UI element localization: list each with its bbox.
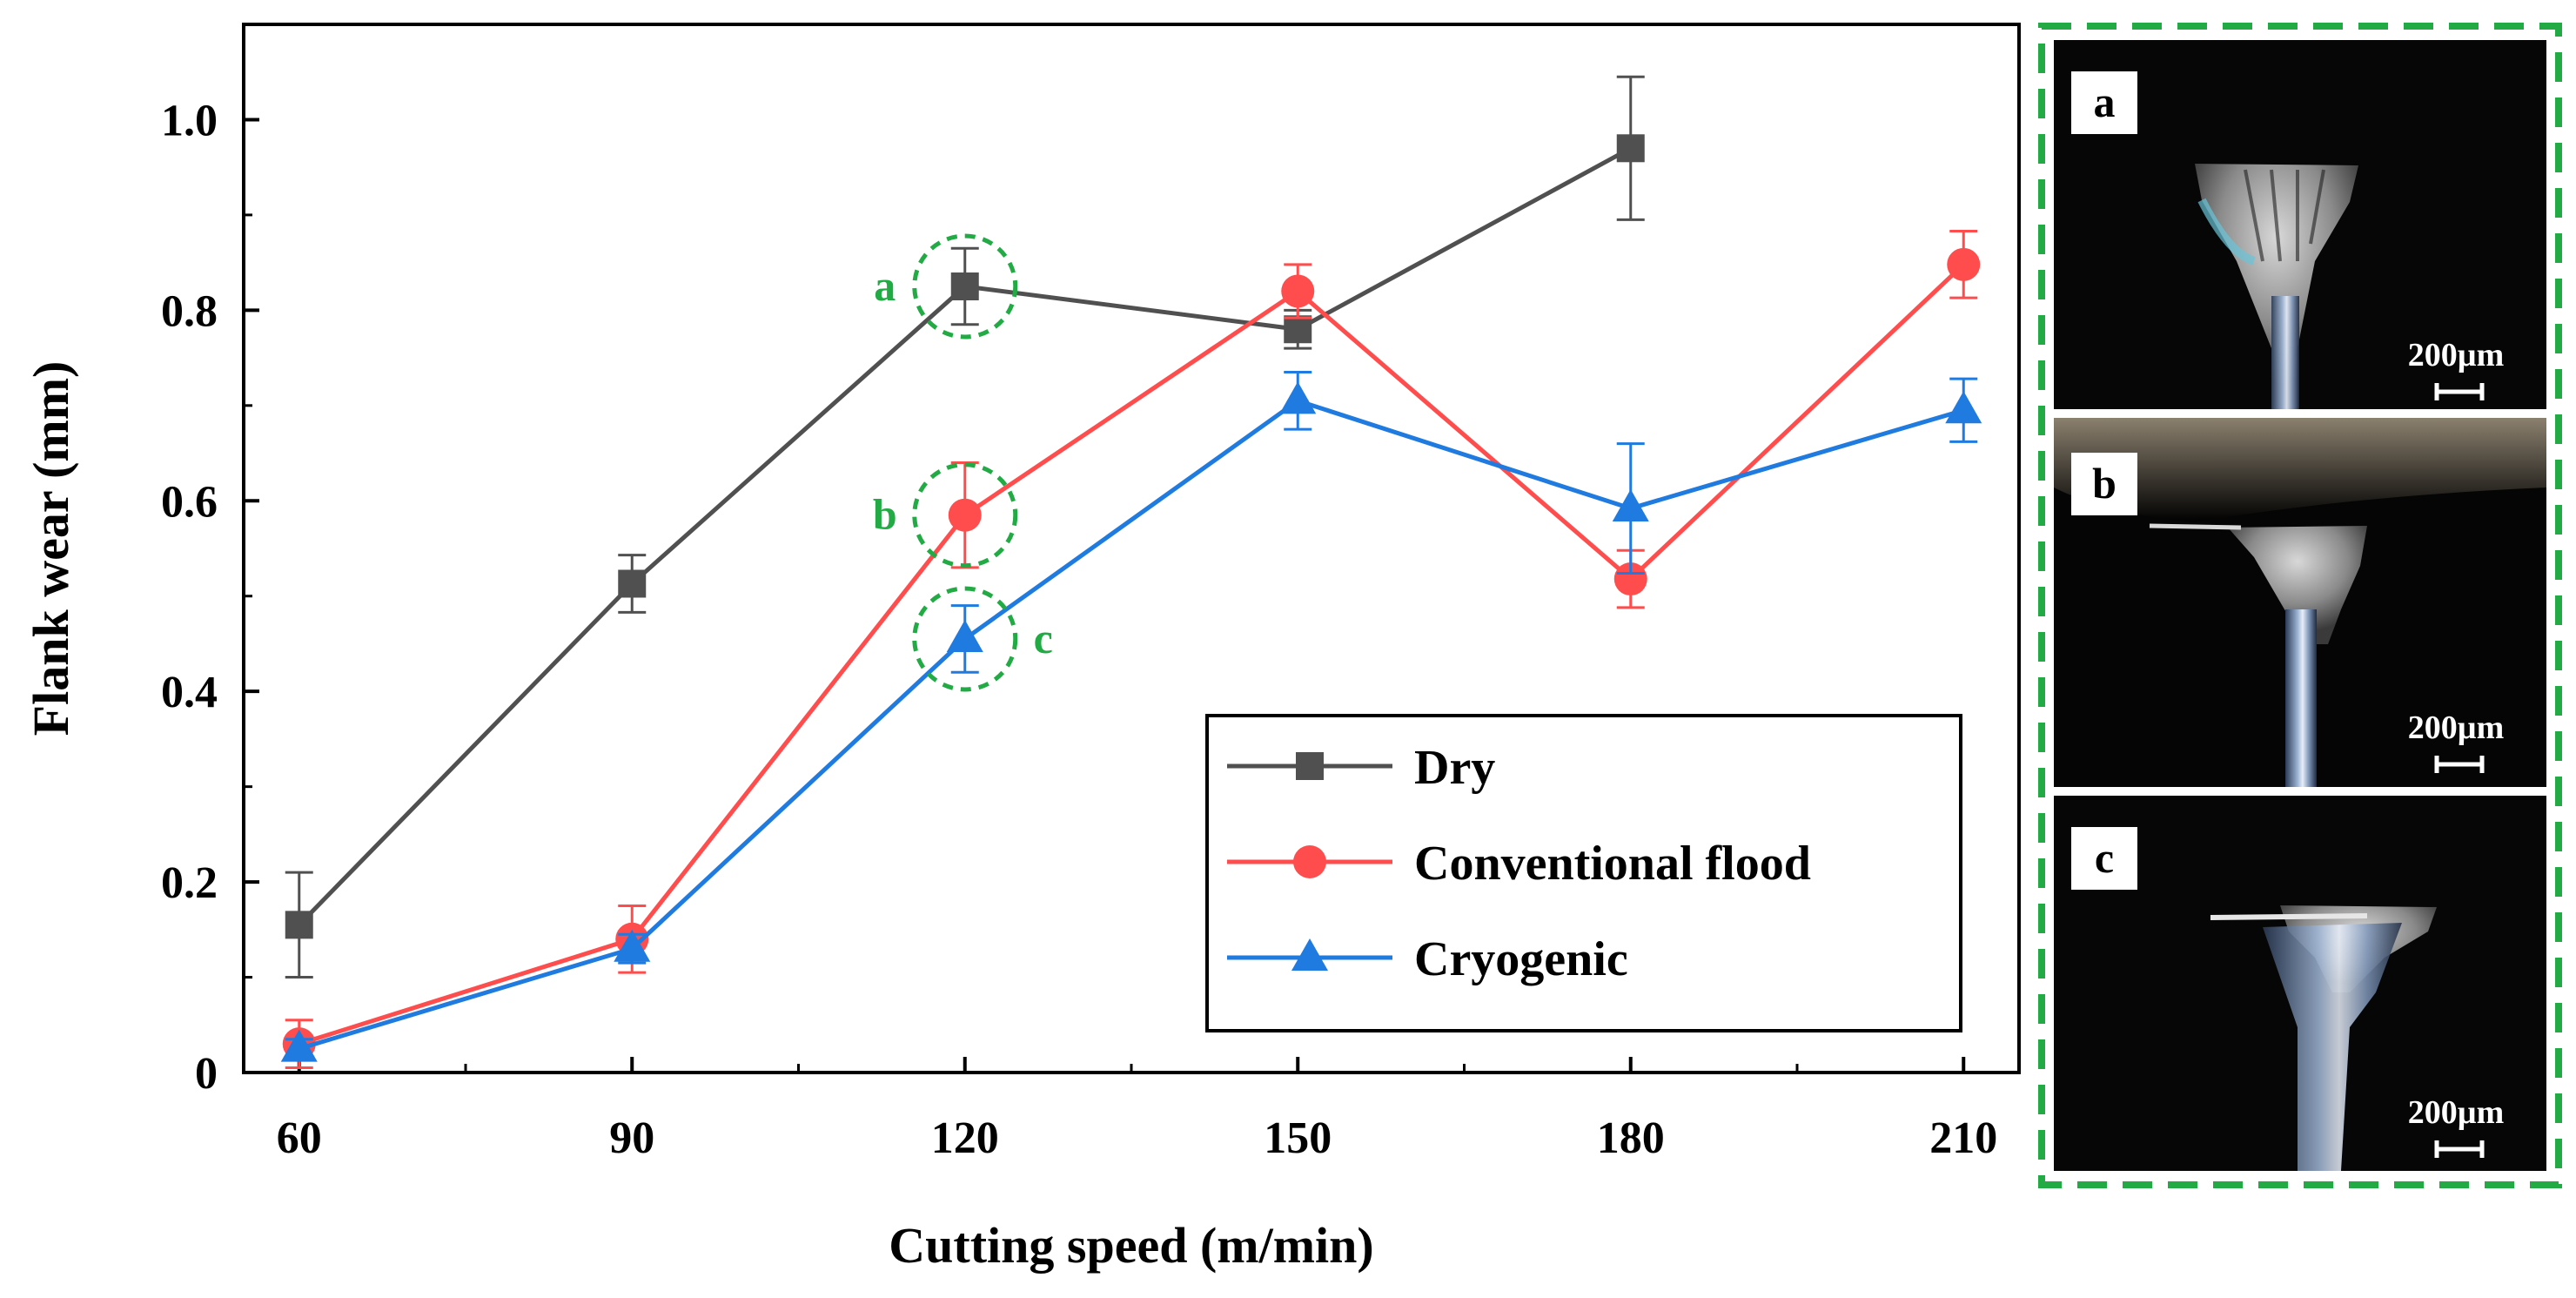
label-box-b [2071, 453, 2137, 515]
annotation-circle-b [912, 462, 1018, 568]
annotation-b: b [873, 462, 1018, 568]
x-axis-label: Cutting speed (m/min) [889, 1217, 1373, 1274]
micrograph-label-c: c [2095, 833, 2114, 882]
x-tick-label: 120 [931, 1113, 999, 1163]
data-point-conventional-flood [948, 498, 982, 532]
y-tick-label: 0.2 [161, 858, 218, 908]
legend-marker-conventional-flood [1293, 845, 1326, 878]
data-point-dry [1616, 134, 1645, 163]
x-tick-label: 210 [1929, 1113, 1997, 1163]
micrograph-panel: a 200µm b 200µm c [2038, 23, 2562, 1188]
scale-bar-label-a: 200µm [2408, 337, 2505, 373]
scale-bar-a [2434, 383, 2485, 400]
y-tick-label: 0 [195, 1049, 218, 1099]
y-tick-label: 0.4 [161, 668, 218, 717]
micrograph-c: c 200µm [2054, 796, 2546, 1171]
series-layer [280, 75, 1982, 1070]
annotation-label-a: a [874, 261, 896, 310]
series-line-conventional-flood [298, 263, 1965, 1046]
legend-label-cryogenic: Cryogenic [1414, 932, 1628, 986]
data-point-cryogenic [946, 619, 983, 652]
micrograph-b: b 200µm [2054, 418, 2546, 787]
micrograph-label-b: b [2092, 459, 2116, 508]
legend-label-conventional-flood: Conventional flood [1414, 837, 1811, 891]
data-point-dry [618, 569, 647, 598]
tool-tip-b [2228, 526, 2367, 644]
micrograph-a: a 200µm [2054, 40, 2546, 409]
series-line-cryogenic [299, 398, 1964, 1052]
legend-marker-dry [1296, 752, 1324, 780]
annotation-label-b: b [873, 490, 897, 539]
label-box-a [2071, 71, 2137, 134]
x-tick-label: 180 [1597, 1113, 1665, 1163]
label-box-c [2071, 827, 2137, 890]
data-point-conventional-flood [1281, 274, 1315, 308]
data-point-cryogenic [280, 1029, 318, 1062]
legend-item-cryogenic: Cryogenic [1227, 932, 1628, 986]
y-tick-label: 1.0 [161, 96, 218, 145]
annotation-layer: a b c [873, 233, 1053, 692]
y-axis-label: Flank wear (mm) [23, 361, 79, 736]
legend: Dry Conventional flood Cryogenic [1205, 714, 1962, 1032]
y-tick-labels: 0 0.2 0.4 0.6 0.8 1.0 [161, 96, 218, 1099]
data-point-cryogenic [614, 929, 651, 962]
annotation-label-c: c [1034, 614, 1053, 662]
series-dry [285, 75, 1645, 979]
data-point-cryogenic [1279, 381, 1317, 414]
scale-bar-b [2434, 756, 2485, 773]
legend-label-dry: Dry [1414, 741, 1495, 795]
data-point-cryogenic [1612, 489, 1649, 522]
data-point-dry [1284, 315, 1312, 344]
data-point-conventional-flood [1947, 247, 1981, 281]
data-point-dry [950, 272, 979, 300]
y-tick-label: 0.8 [161, 286, 218, 336]
x-tick-label: 150 [1264, 1113, 1332, 1163]
annotation-circle-c [912, 586, 1018, 692]
data-point-dry [285, 911, 313, 939]
y-tick-label: 0.6 [161, 477, 218, 527]
tool-tip-a [2195, 164, 2358, 409]
data-point-conventional-flood [1613, 562, 1647, 596]
x-tick-label: 60 [277, 1113, 322, 1163]
legend-item-conventional-flood: Conventional flood [1227, 837, 1811, 891]
data-point-cryogenic [1945, 391, 1982, 424]
x-tick-label: 90 [609, 1113, 654, 1163]
annotation-circle-a [912, 233, 1018, 340]
scale-bar-label-c: 200µm [2408, 1094, 2505, 1131]
micrograph-label-a: a [2094, 77, 2116, 126]
micrograph-panel-border [2038, 23, 2562, 1188]
legend-marker-cryogenic [1291, 938, 1328, 971]
annotation-a: a [874, 233, 1018, 340]
x-tick-labels: 60 90 120 150 180 210 [277, 1113, 1998, 1163]
scale-bar-label-b: 200µm [2408, 710, 2505, 746]
flank-wear-chart: 0 0.2 0.4 0.6 0.8 1.0 60 90 120 150 180 210 Flank … [23, 23, 2021, 1274]
legend-item-dry: Dry [1227, 741, 1495, 795]
scale-bar-c [2434, 1140, 2485, 1158]
annotation-c: c [912, 586, 1053, 692]
series-cryogenic [280, 371, 1982, 1062]
